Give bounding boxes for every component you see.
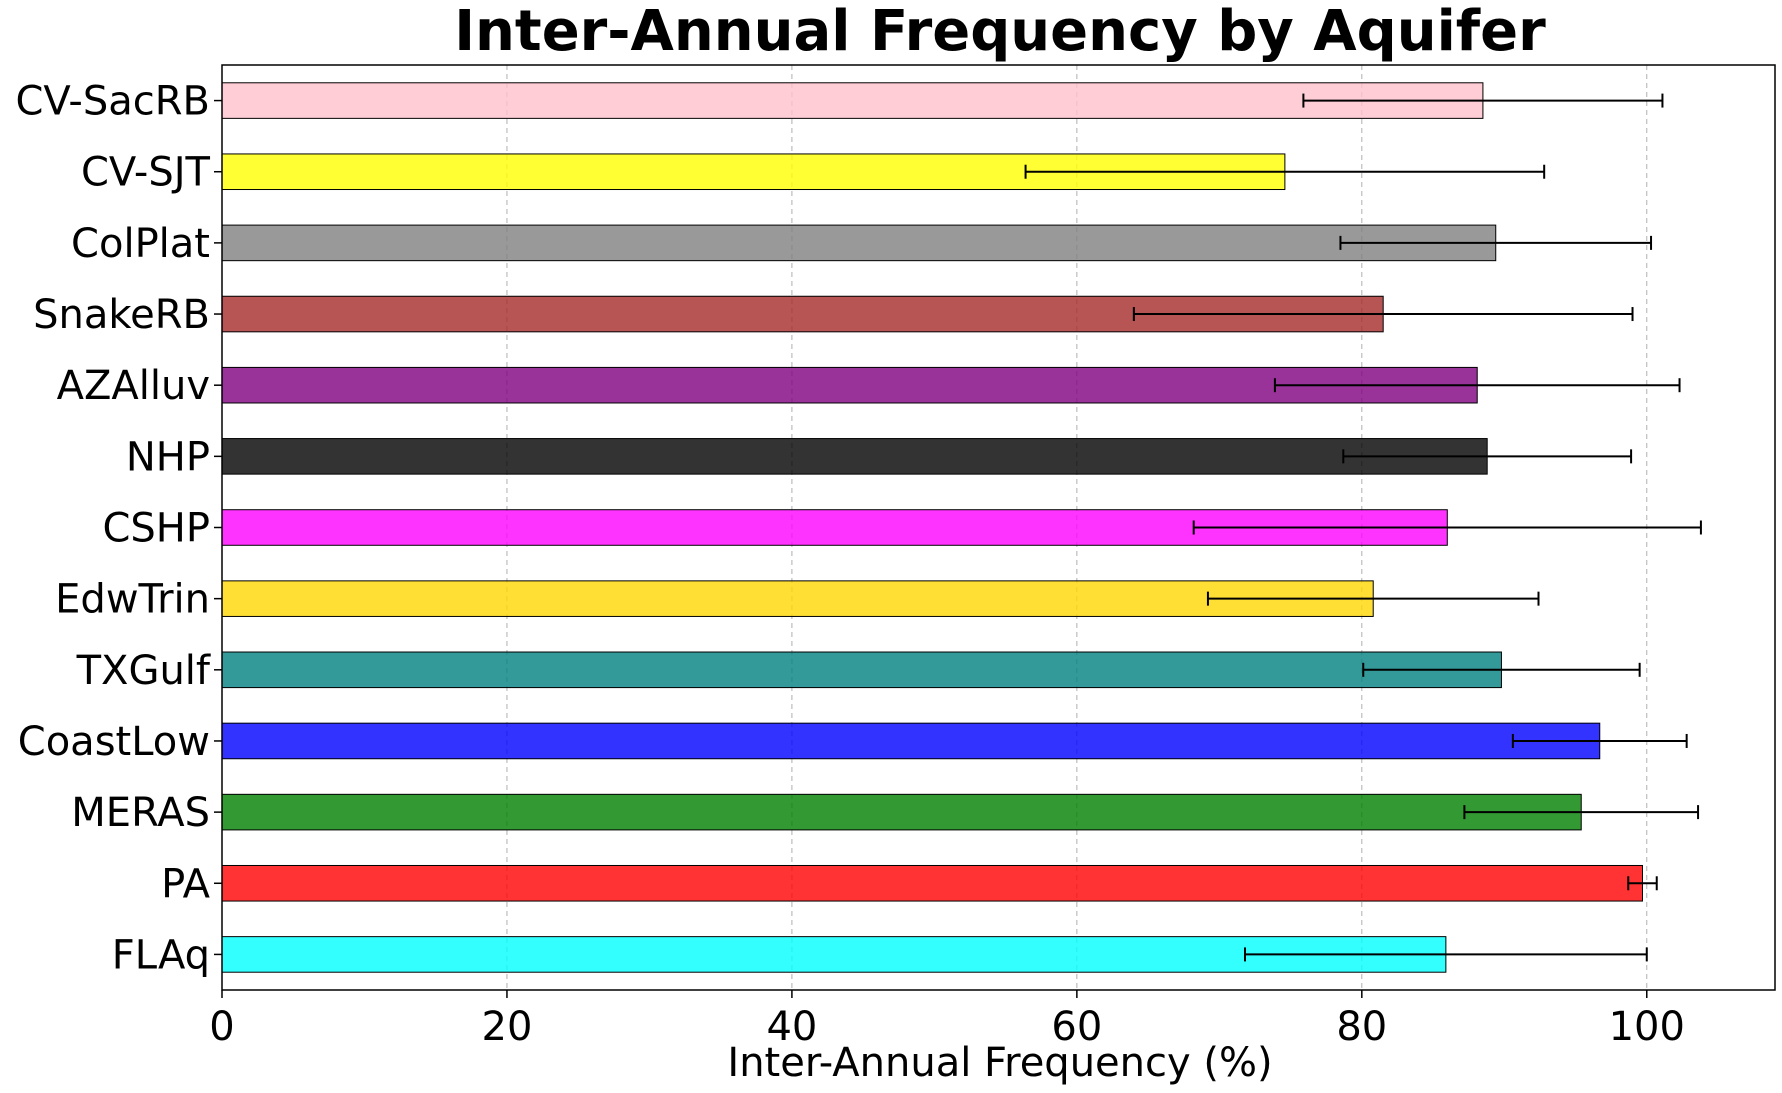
y-tick-label: PA [161,861,211,907]
x-axis-label: Inter-Annual Frequency (%) [727,1040,1272,1086]
bar-cv-sacrb [221,82,1484,119]
bar-colplat [221,224,1497,262]
bar-txgulf [221,651,1502,689]
y-tick-label: CoastLow [18,719,210,765]
y-tick-label: MERAS [71,790,210,836]
bars [221,82,1643,973]
x-tick-label: 60 [1051,1004,1102,1050]
bar-meras [221,793,1582,831]
y-tick-label: FLAq [112,932,210,978]
y-tick-label: EdwTrin [55,577,210,623]
y-tick-label: AZAlluv [57,363,210,409]
y-tick-label: NHP [126,434,210,480]
x-axis-ticks: 0 20 40 60 80 100 [209,990,1685,1050]
bar-pa [221,864,1643,902]
y-tick-label: TXGulf [76,648,211,694]
x-tick-label: 0 [209,1004,234,1050]
y-tick-label: CV-SacRB [15,79,210,125]
bar-flaq [221,936,1447,973]
x-tick-label: 80 [1336,1004,1387,1050]
chart-title: Inter-Annual Frequency by Aquifer [454,0,1546,64]
error-bars [1024,93,1702,962]
y-axis-ticks: CV-SacRB CV-SJT ColPlat SnakeRB AZAlluv NHP CS… [15,79,222,978]
bar-nhp [221,438,1488,475]
bar-coastlow [221,722,1601,760]
x-tick-label: 100 [1609,1004,1685,1050]
x-tick-label: 20 [482,1004,533,1050]
y-tick-label: CV-SJT [81,150,211,196]
bar-edwtrin [221,580,1374,617]
y-tick-label: CSHP [102,506,210,552]
x-tick-label: 40 [766,1004,817,1050]
y-tick-label: SnakeRB [33,292,210,338]
y-tick-label: ColPlat [71,221,210,267]
